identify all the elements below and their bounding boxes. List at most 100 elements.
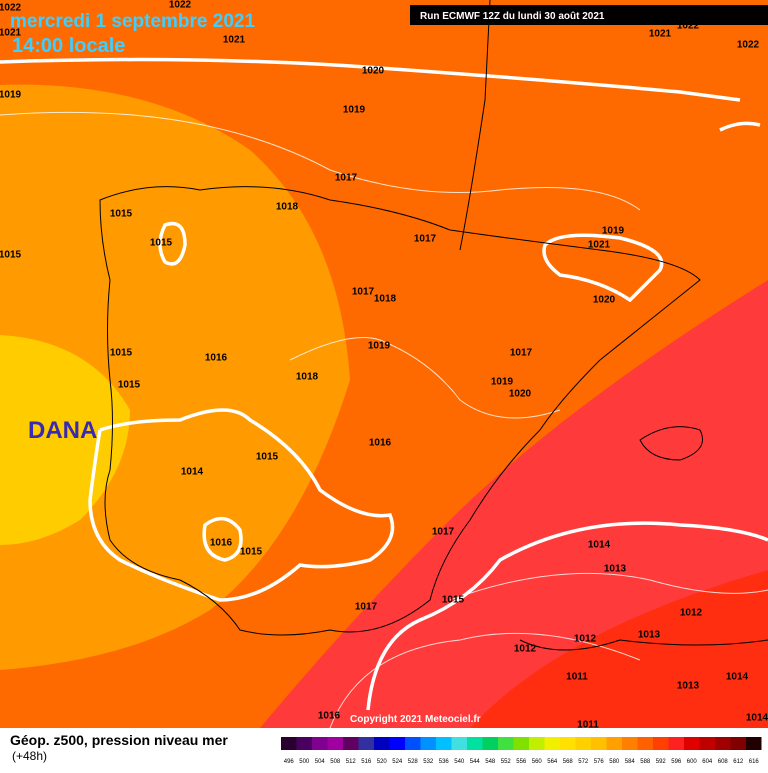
isobar-label: 1017 (414, 234, 437, 245)
isobar-label: 1019 (491, 377, 514, 388)
isobar-label: 1022 (169, 0, 192, 11)
legend-subtitle: (+48h) (12, 749, 47, 763)
isobar (719, 121, 761, 132)
isobar-label: 1015 (150, 238, 173, 249)
scale-label: 520 (377, 759, 388, 765)
scale-swatch (637, 737, 653, 750)
scale-label: 548 (485, 759, 496, 765)
scale-swatch (467, 737, 483, 750)
isobar-label: 1017 (355, 602, 378, 613)
isobar-label: 1016 (210, 538, 233, 549)
isobar-label: 1021 (0, 28, 22, 39)
scale-swatch (746, 737, 762, 750)
isobar-label: 1018 (374, 294, 397, 305)
scale-label: 560 (532, 759, 543, 765)
scale-swatch (296, 737, 312, 750)
scale-label: 584 (625, 759, 636, 765)
scale-label: 568 (563, 759, 574, 765)
isobar-label: 1017 (352, 287, 375, 298)
scale-label: 516 (361, 759, 372, 765)
isobar-label: 1012 (680, 608, 703, 619)
scale-label: 524 (392, 759, 403, 765)
isobar-label: 1018 (296, 372, 319, 383)
isobar-label: 1022 (737, 40, 760, 51)
isobar-label: 1012 (514, 644, 537, 655)
scale-label: 604 (702, 759, 713, 765)
isobar (366, 521, 768, 711)
isobar-label: 1021 (223, 35, 246, 46)
scale-swatch (730, 737, 746, 750)
scale-swatch (684, 737, 700, 750)
isobar-label: 1021 (649, 29, 672, 40)
isobar-label: 1019 (602, 226, 625, 237)
scale-swatch (591, 737, 607, 750)
scale-swatch (544, 737, 560, 750)
scale-swatch (389, 737, 405, 750)
scale-swatch (622, 737, 638, 750)
scale-label: 500 (299, 759, 310, 765)
scale-label: 588 (640, 759, 651, 765)
isobar-label: 1014 (746, 713, 768, 724)
run-info: Run ECMWF 12Z du lundi 30 août 2021 (420, 11, 605, 22)
scale-label: 616 (749, 759, 760, 765)
isobar-label: 1015 (110, 348, 133, 359)
scale-swatch (668, 737, 684, 750)
isobar-label: 1015 (110, 209, 133, 220)
scale-label: 612 (733, 759, 744, 765)
isobar-label: 1014 (181, 467, 204, 478)
scale-label: 572 (578, 759, 589, 765)
scale-swatch (405, 737, 421, 750)
isobar-label: 1014 (588, 540, 611, 551)
isobar-label: 1011 (566, 672, 588, 683)
isobar-label: 1022 (0, 3, 22, 14)
height-zone (470, 570, 768, 728)
scale-swatch (653, 737, 669, 750)
scale-swatch (374, 737, 390, 750)
isobar (542, 233, 664, 303)
annotation: DANA (28, 417, 97, 444)
scale-swatch (482, 737, 498, 750)
isobar-label: 1016 (369, 438, 392, 449)
scale-label: 512 (346, 759, 357, 765)
scale-label: 576 (594, 759, 605, 765)
run-banner (410, 5, 768, 25)
scale-label: 608 (718, 759, 729, 765)
isobar-label: 1021 (588, 240, 611, 251)
scale-label: 556 (516, 759, 527, 765)
scale-label: 600 (687, 759, 698, 765)
isobar-label: 1013 (604, 564, 627, 575)
scale-label: 592 (656, 759, 667, 765)
isobar (449, 572, 768, 601)
isobar-label: 1020 (362, 66, 385, 77)
isobar-label: 1015 (442, 595, 465, 606)
scale-label: 528 (408, 759, 419, 765)
scale-swatch (498, 737, 514, 750)
scale-swatch (560, 737, 576, 750)
scale-swatch (529, 737, 545, 750)
scale-label: 552 (501, 759, 512, 765)
border (459, 0, 768, 651)
isobar-label: 1013 (638, 630, 661, 641)
isobar-label: 1017 (510, 348, 533, 359)
scale-label: 596 (671, 759, 682, 765)
height-zone (0, 335, 130, 545)
scale-label: 544 (470, 759, 481, 765)
scale-swatch (343, 737, 359, 750)
isobar (289, 337, 561, 419)
scale-swatch (358, 737, 374, 750)
isobar-label: 1015 (240, 547, 263, 558)
scale-swatch (513, 737, 529, 750)
isobar-label: 1018 (276, 202, 299, 213)
scale-swatch (436, 737, 452, 750)
isobar (158, 221, 187, 266)
isobar-label: 1020 (593, 295, 616, 306)
isobar (202, 516, 243, 562)
scale-label: 540 (454, 759, 465, 765)
scale-label: 504 (315, 759, 326, 765)
copyright: Copyright 2021 Meteociel.fr (350, 714, 481, 725)
isobar-label: 1015 (0, 250, 22, 261)
isobar-label: 1019 (0, 90, 22, 101)
isobar (329, 632, 641, 729)
scale-label: 496 (284, 759, 295, 765)
